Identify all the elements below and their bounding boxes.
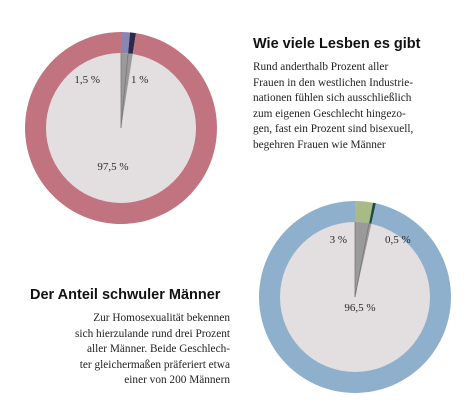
lesbians-description-line: gen, fast ein Prozent sind bisexuell,: [253, 123, 414, 136]
gay-men-description: Zur Homosexualität bekennen sich hierzul…: [30, 311, 230, 389]
lesbians-title: Wie viele Lesben es gibt: [253, 36, 421, 52]
slice-divider: [354, 223, 370, 298]
gay-men-description-line: aller Männer. Beide Geschlech-: [86, 343, 230, 356]
slice-label: 3 %: [330, 234, 347, 246]
lesbians-description-line: nationen fühlen sich ausschließlich: [253, 92, 412, 105]
highlight-wedge: [355, 222, 372, 297]
gay-men-title: Der Anteil schwuler Männer: [30, 287, 221, 303]
slice-label: 97,5 %: [97, 161, 128, 173]
gay-men-description-line: einer von 200 Männern: [124, 374, 230, 387]
lesbians-text-block: Wie viele Lesben es gibt Rund anderthalb…: [253, 35, 468, 154]
slice-label: 1 %: [131, 74, 148, 86]
gay-men-description-line: sich hierzulande rund drei Prozent: [75, 327, 230, 340]
slice-label: 96,5 %: [344, 302, 375, 314]
lesbians-description-line: zum eigenen Geschlecht hingezo-: [253, 107, 406, 120]
lesbians-description-line: begehren Frauen wie Männer: [253, 138, 386, 151]
donut-chart-lesbians: 1,5 % 1 % 97,5 %: [24, 32, 218, 224]
slice-divider: [120, 53, 129, 129]
lesbians-description: Rund anderthalb Prozent aller Frauen in …: [253, 60, 468, 154]
donut-chart-gay-men: 3 % 0,5 % 96,5 %: [258, 201, 451, 394]
slice-label: 1,5 %: [74, 74, 100, 86]
lesbians-description-line: Frauen in den westlichen Industrie-: [253, 76, 413, 89]
gay-men-description-line: Zur Homosexualität bekennen: [93, 312, 230, 324]
gay-men-text-block: Der Anteil schwuler Männer Zur Homosexua…: [30, 286, 230, 389]
gay-men-description-line: ter gleichermaßen präferiert etwa: [79, 358, 230, 371]
slice-label: 0,5 %: [385, 234, 411, 246]
lesbians-description-line: Rund anderthalb Prozent aller: [253, 61, 389, 73]
highlight-wedge: [121, 53, 133, 128]
